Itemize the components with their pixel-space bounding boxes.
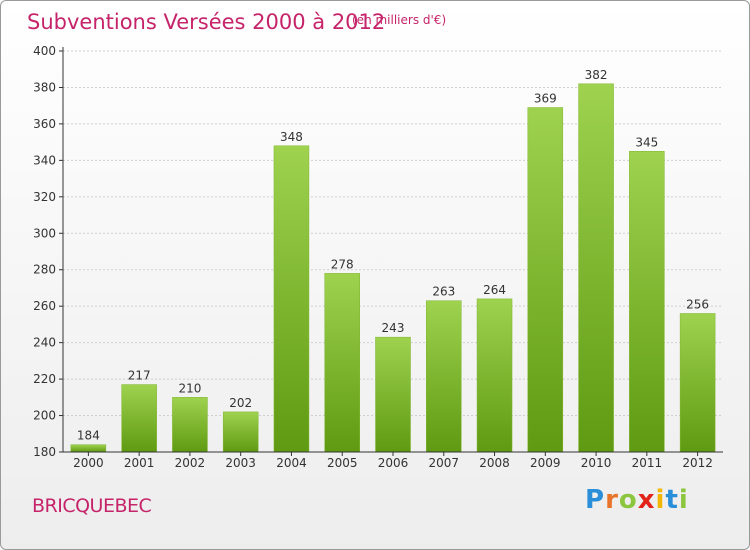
bar-value-label: 348 <box>280 130 303 144</box>
logo-letter: i <box>655 485 666 515</box>
chart-title: Subventions Versées 2000 à 2012 <box>27 10 386 34</box>
x-tick-label: 2000 <box>73 456 104 470</box>
bar <box>578 83 614 453</box>
x-tick-label: 2005 <box>327 456 358 470</box>
bar-value-label: 382 <box>585 68 608 82</box>
y-tick-label: 300 <box>33 226 56 240</box>
x-tick-label: 2012 <box>682 456 713 470</box>
bar <box>527 107 564 453</box>
y-tick-label: 320 <box>33 190 56 204</box>
y-tick-label: 380 <box>33 80 56 94</box>
axes <box>59 47 723 456</box>
logo-letter: t <box>665 485 679 515</box>
y-tick-label: 400 <box>33 44 56 58</box>
x-tick-label: 2007 <box>428 456 459 470</box>
x-tick-label: 2004 <box>276 456 307 470</box>
bar <box>273 145 310 453</box>
bar <box>172 397 208 453</box>
y-tick-label: 280 <box>33 263 56 277</box>
bar-value-label: 202 <box>229 396 252 410</box>
labels: 180 200 220 240 260 280 300 320 340 360 380 400 184 2… <box>33 44 713 470</box>
bar-value-label: 278 <box>331 257 354 271</box>
y-tick-label: 260 <box>33 299 56 313</box>
logo-letter: i <box>678 485 689 515</box>
bar <box>375 336 411 453</box>
bar <box>426 300 462 453</box>
proxiti-logo: Proxiti <box>585 485 689 515</box>
logo-letter: o <box>618 485 638 515</box>
x-tick-label: 2009 <box>530 456 561 470</box>
bar-value-label: 264 <box>483 283 506 297</box>
logo-letter: P <box>585 485 606 515</box>
y-tick-label: 220 <box>33 372 56 386</box>
bar-value-label: 210 <box>178 381 201 395</box>
bar <box>476 298 513 453</box>
bar-value-label: 263 <box>432 285 455 299</box>
bar-value-label: 369 <box>534 92 557 106</box>
y-tick-label: 340 <box>33 153 56 167</box>
commune-name: BRICQUEBEC <box>32 495 152 517</box>
y-tick-label: 180 <box>33 445 56 459</box>
bar <box>222 411 259 453</box>
x-tick-label: 2003 <box>225 456 256 470</box>
bar-value-label: 184 <box>77 429 100 443</box>
x-tick-label: 2010 <box>581 456 612 470</box>
bar-value-label: 256 <box>686 297 709 311</box>
bar <box>324 273 360 453</box>
bar <box>70 444 107 453</box>
y-tick-label: 360 <box>33 117 56 131</box>
logo-letter: r <box>605 485 619 515</box>
bar <box>629 151 665 453</box>
x-tick-label: 2006 <box>378 456 409 470</box>
bar <box>679 313 716 453</box>
bar-value-label: 243 <box>382 321 405 335</box>
bar <box>121 384 157 453</box>
bar-value-label: 217 <box>128 369 151 383</box>
logo-letter: x <box>637 485 656 515</box>
x-tick-label: 2008 <box>479 456 510 470</box>
x-tick-label: 2001 <box>124 456 155 470</box>
y-tick-label: 200 <box>33 409 56 423</box>
x-tick-label: 2011 <box>632 456 663 470</box>
x-tick-label: 2002 <box>175 456 206 470</box>
chart-unit-note: (en milliers d'€) <box>352 13 447 27</box>
y-tick-label: 240 <box>33 336 56 350</box>
bars <box>70 83 716 453</box>
bar-value-label: 345 <box>635 135 658 149</box>
